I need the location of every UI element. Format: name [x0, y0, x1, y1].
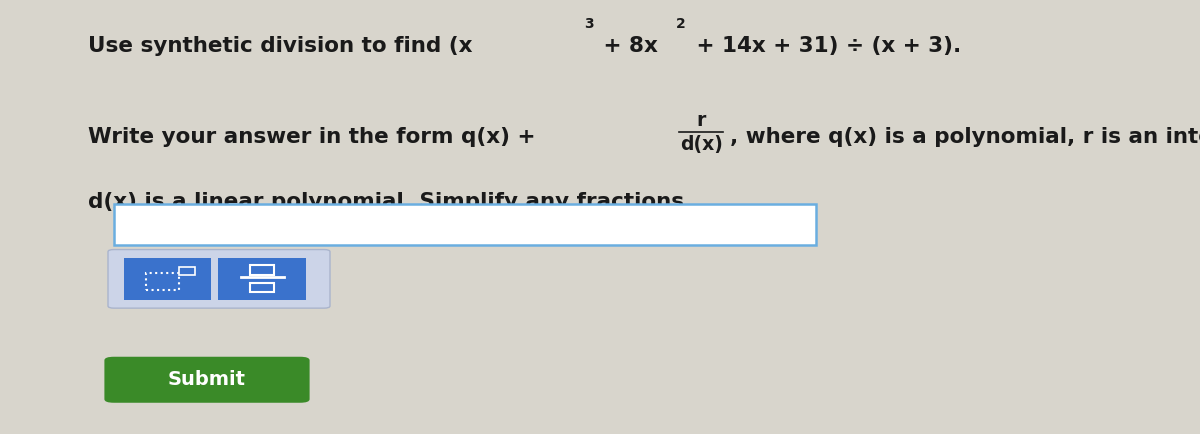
FancyBboxPatch shape — [124, 258, 211, 300]
FancyBboxPatch shape — [180, 267, 194, 275]
Text: + 8x: + 8x — [596, 36, 658, 56]
Text: + 14x + 31) ÷ (x + 3).: + 14x + 31) ÷ (x + 3). — [689, 36, 961, 56]
FancyBboxPatch shape — [104, 357, 310, 403]
Text: 3: 3 — [583, 17, 593, 31]
Text: Use synthetic division to find (x: Use synthetic division to find (x — [88, 36, 472, 56]
FancyBboxPatch shape — [218, 258, 306, 300]
Text: , where q(x) is a polynomial, r is an integer, and: , where q(x) is a polynomial, r is an in… — [730, 127, 1200, 147]
Text: 2: 2 — [676, 17, 685, 31]
FancyBboxPatch shape — [108, 250, 330, 308]
Text: d(x) is a linear polynomial. Simplify any fractions.: d(x) is a linear polynomial. Simplify an… — [88, 192, 692, 212]
Text: d(x): d(x) — [679, 135, 722, 154]
Text: r: r — [696, 111, 706, 130]
FancyBboxPatch shape — [114, 204, 816, 245]
Text: Submit: Submit — [168, 370, 246, 389]
Text: Write your answer in the form q(x) +: Write your answer in the form q(x) + — [88, 127, 542, 147]
